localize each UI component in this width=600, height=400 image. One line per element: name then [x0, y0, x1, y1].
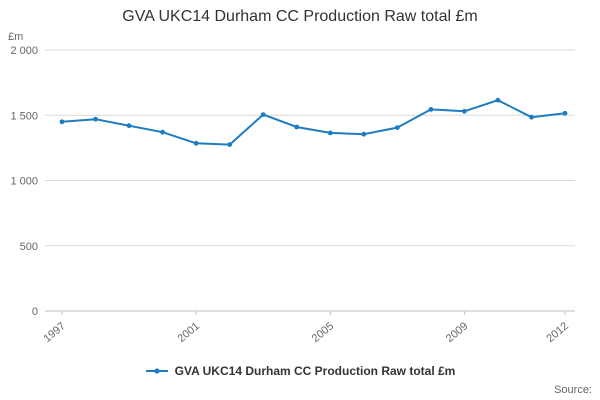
- data-point-marker: [93, 116, 98, 122]
- y-tick-label: 500: [20, 241, 38, 253]
- y-tick-label: 1 500: [10, 110, 38, 122]
- data-point-marker: [361, 131, 367, 137]
- data-point-marker: [562, 110, 568, 116]
- data-point-marker: [227, 142, 233, 148]
- data-point-marker: [59, 119, 65, 125]
- data-point-marker: [294, 124, 300, 130]
- x-tick-label: 2012: [544, 320, 570, 345]
- source-label: Source:: [554, 384, 592, 396]
- series-line: [61, 99, 566, 146]
- data-point-marker: [529, 114, 534, 120]
- chart-title: GVA UKC14 Durham CC Production Raw total…: [122, 8, 478, 25]
- data-point-marker: [126, 123, 132, 129]
- x-tick-label: 2005: [310, 320, 336, 345]
- data-point-marker: [160, 129, 166, 135]
- legend-line-marker-icon: [145, 368, 168, 374]
- y-axis-unit-label: £m: [8, 31, 24, 43]
- legend-label: GVA UKC14 Durham CC Production Raw total…: [174, 364, 456, 378]
- y-tick-label: 2 000: [10, 45, 38, 57]
- data-point-marker: [327, 130, 333, 136]
- data-point-marker: [394, 125, 400, 130]
- x-tick-label: 1997: [41, 320, 67, 345]
- data-point-marker: [495, 97, 501, 103]
- data-point-marker: [428, 107, 434, 112]
- y-tick-label: 0: [32, 306, 38, 318]
- y-tick-label: 1 000: [10, 176, 38, 188]
- data-point-marker: [462, 108, 467, 114]
- legend: GVA UKC14 Durham CC Production Raw total…: [0, 364, 600, 378]
- x-tick-label: 2009: [444, 320, 470, 345]
- x-tick-label: 2001: [176, 320, 202, 345]
- data-point-marker: [193, 140, 199, 146]
- data-point-marker: [260, 112, 266, 117]
